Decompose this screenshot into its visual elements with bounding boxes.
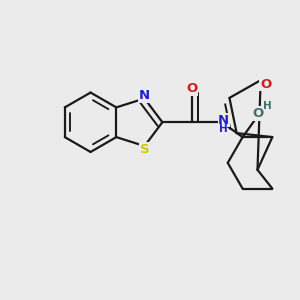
Text: N: N [218, 114, 230, 127]
Text: O: O [187, 82, 198, 95]
Text: S: S [140, 142, 149, 155]
Text: O: O [260, 78, 271, 91]
Text: H: H [263, 101, 272, 111]
Text: N: N [139, 89, 150, 102]
Text: O: O [253, 107, 264, 120]
Text: H: H [219, 124, 228, 134]
